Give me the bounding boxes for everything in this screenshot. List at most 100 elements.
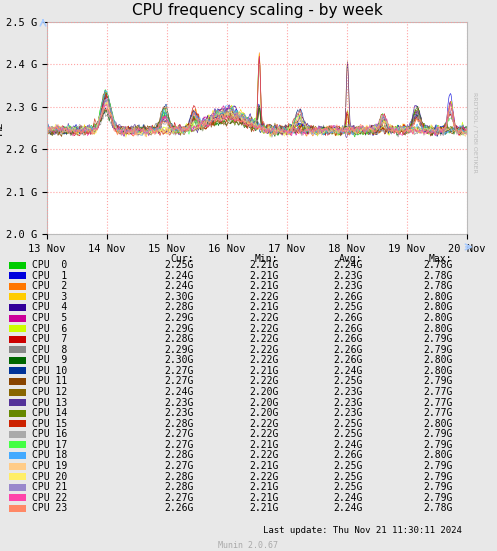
Text: 2.79G: 2.79G (423, 345, 452, 355)
Text: 2.24G: 2.24G (333, 366, 363, 376)
Text: 2.25G: 2.25G (333, 429, 363, 439)
Text: CPU 11: CPU 11 (32, 376, 68, 386)
Text: CPU  0: CPU 0 (32, 260, 68, 270)
Text: 2.22G: 2.22G (249, 376, 278, 386)
Text: 2.30G: 2.30G (165, 292, 194, 302)
Text: 2.23G: 2.23G (333, 387, 363, 397)
Text: 2.21G: 2.21G (249, 482, 278, 492)
Text: 2.25G: 2.25G (165, 260, 194, 270)
Text: 2.26G: 2.26G (333, 292, 363, 302)
Text: 2.21G: 2.21G (249, 461, 278, 471)
Text: CPU  8: CPU 8 (32, 345, 68, 355)
Title: CPU frequency scaling - by week: CPU frequency scaling - by week (132, 3, 383, 18)
Text: 2.80G: 2.80G (423, 292, 452, 302)
Text: 2.24G: 2.24G (333, 260, 363, 270)
Text: 2.23G: 2.23G (333, 271, 363, 281)
Text: 2.29G: 2.29G (165, 323, 194, 334)
Text: CPU 21: CPU 21 (32, 482, 68, 492)
Text: CPU 22: CPU 22 (32, 493, 68, 503)
Bar (9, 388, 26, 396)
Text: 2.25G: 2.25G (333, 302, 363, 312)
Text: 2.80G: 2.80G (423, 313, 452, 323)
Bar (9, 452, 26, 459)
Bar (9, 410, 26, 417)
Text: 2.23G: 2.23G (333, 398, 363, 408)
Text: 2.24G: 2.24G (165, 271, 194, 281)
Text: 2.80G: 2.80G (423, 366, 452, 376)
Text: CPU  1: CPU 1 (32, 271, 68, 281)
Text: 2.28G: 2.28G (165, 482, 194, 492)
Bar (9, 325, 26, 332)
Text: 2.21G: 2.21G (249, 504, 278, 514)
Text: 2.26G: 2.26G (333, 323, 363, 334)
Text: Min:: Min: (255, 253, 278, 264)
Text: 2.22G: 2.22G (249, 334, 278, 344)
Text: 2.20G: 2.20G (249, 408, 278, 418)
Bar (9, 315, 26, 321)
Text: CPU 14: CPU 14 (32, 408, 68, 418)
Bar (9, 463, 26, 469)
Bar (9, 484, 26, 490)
Text: 2.21G: 2.21G (249, 302, 278, 312)
Text: 2.80G: 2.80G (423, 302, 452, 312)
Text: CPU 23: CPU 23 (32, 504, 68, 514)
Text: 2.28G: 2.28G (165, 302, 194, 312)
Bar (9, 368, 26, 374)
Text: 2.21G: 2.21G (249, 493, 278, 503)
Text: 2.27G: 2.27G (165, 376, 194, 386)
Text: 2.77G: 2.77G (423, 387, 452, 397)
Text: Avg:: Avg: (339, 253, 363, 264)
Text: 2.29G: 2.29G (165, 345, 194, 355)
Text: 2.25G: 2.25G (333, 461, 363, 471)
Text: 2.30G: 2.30G (165, 355, 194, 365)
Text: 2.21G: 2.21G (249, 282, 278, 291)
Text: 2.79G: 2.79G (423, 493, 452, 503)
Bar (9, 347, 26, 353)
Bar (9, 378, 26, 385)
Text: CPU  7: CPU 7 (32, 334, 68, 344)
Text: 2.28G: 2.28G (165, 334, 194, 344)
Text: 2.77G: 2.77G (423, 408, 452, 418)
Text: 2.22G: 2.22G (249, 355, 278, 365)
Text: CPU 13: CPU 13 (32, 398, 68, 408)
Text: CPU  6: CPU 6 (32, 323, 68, 334)
Text: 2.25G: 2.25G (333, 472, 363, 482)
Text: CPU  5: CPU 5 (32, 313, 68, 323)
Text: 2.21G: 2.21G (249, 260, 278, 270)
Text: CPU  3: CPU 3 (32, 292, 68, 302)
Text: 2.77G: 2.77G (423, 398, 452, 408)
Text: CPU  4: CPU 4 (32, 302, 68, 312)
Bar (9, 336, 26, 343)
Text: Munin 2.0.67: Munin 2.0.67 (219, 541, 278, 550)
Text: 2.25G: 2.25G (333, 376, 363, 386)
Text: 2.78G: 2.78G (423, 504, 452, 514)
Text: 2.22G: 2.22G (249, 472, 278, 482)
Text: 2.21G: 2.21G (249, 366, 278, 376)
Text: RRDTOOL / TOBI OETIKER: RRDTOOL / TOBI OETIKER (472, 92, 477, 172)
Text: CPU 17: CPU 17 (32, 440, 68, 450)
Text: 2.28G: 2.28G (165, 472, 194, 482)
Text: 2.24G: 2.24G (165, 282, 194, 291)
Text: 2.78G: 2.78G (423, 282, 452, 291)
Bar (9, 294, 26, 300)
Bar (9, 283, 26, 290)
Text: 2.20G: 2.20G (249, 387, 278, 397)
Text: 2.80G: 2.80G (423, 323, 452, 334)
Text: 2.79G: 2.79G (423, 376, 452, 386)
Text: 2.23G: 2.23G (165, 408, 194, 418)
Bar (9, 420, 26, 427)
Text: 2.79G: 2.79G (423, 461, 452, 471)
Text: 2.27G: 2.27G (165, 366, 194, 376)
Text: CPU 12: CPU 12 (32, 387, 68, 397)
Bar (9, 262, 26, 269)
Text: 2.25G: 2.25G (333, 419, 363, 429)
Text: 2.26G: 2.26G (333, 313, 363, 323)
Text: 2.78G: 2.78G (423, 260, 452, 270)
Text: CPU 16: CPU 16 (32, 429, 68, 439)
Bar (9, 304, 26, 311)
Text: 2.79G: 2.79G (423, 472, 452, 482)
Text: CPU 20: CPU 20 (32, 472, 68, 482)
Text: 2.79G: 2.79G (423, 429, 452, 439)
Text: 2.20G: 2.20G (249, 398, 278, 408)
Text: 2.80G: 2.80G (423, 451, 452, 461)
